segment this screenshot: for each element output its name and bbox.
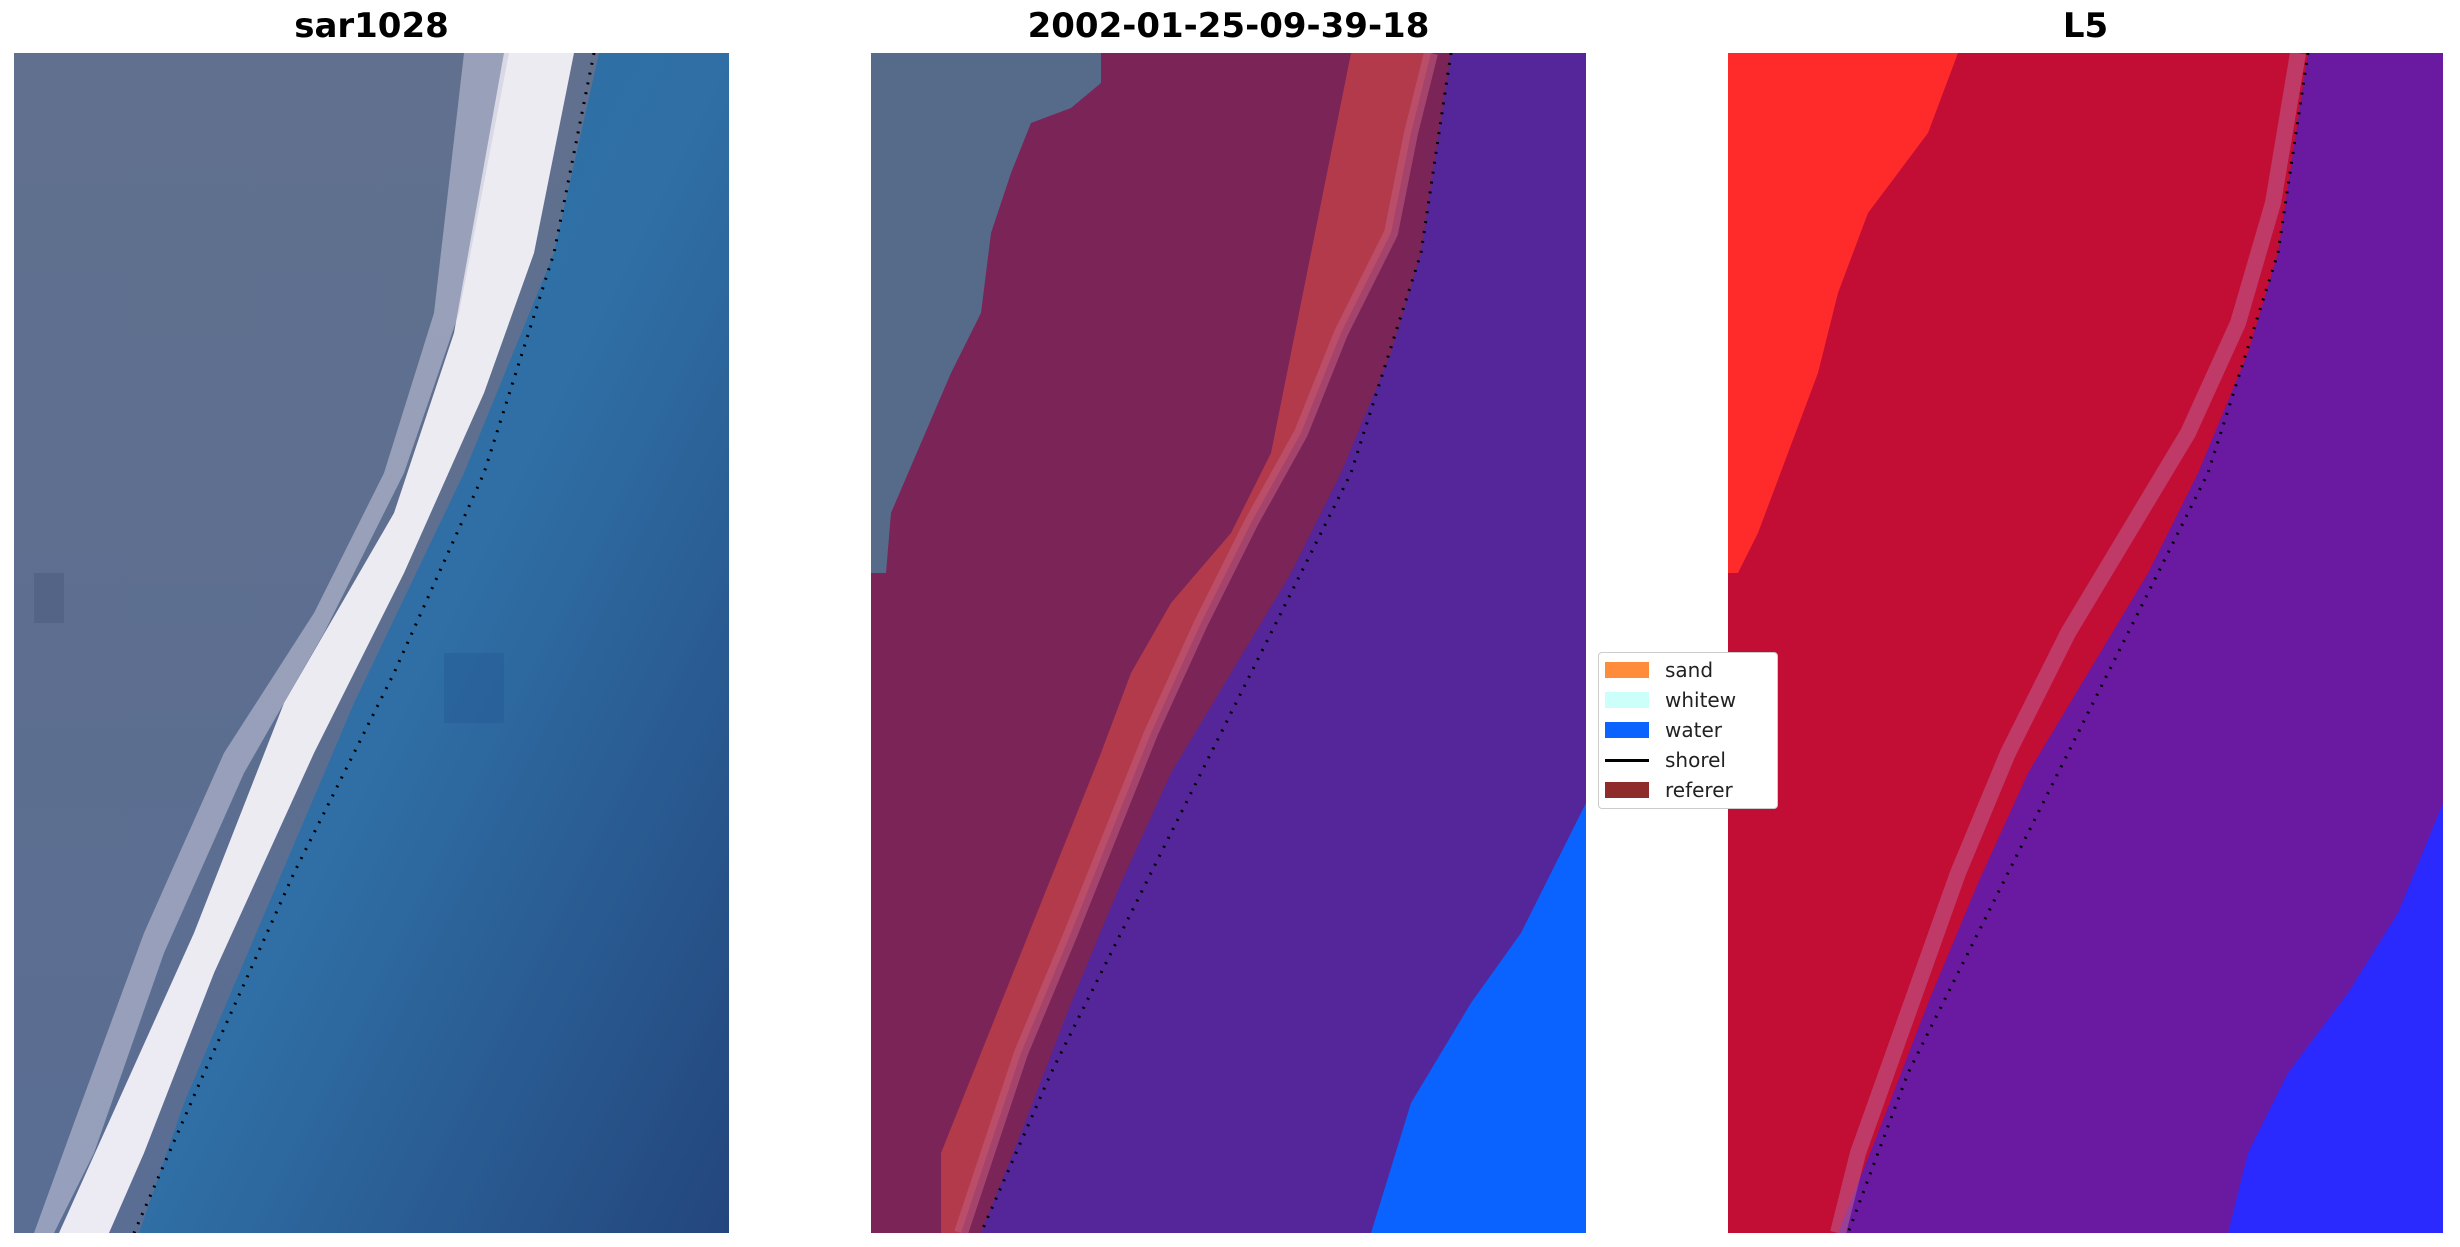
legend-label: sand [1665, 658, 1714, 682]
legend-item-sand: sand [1605, 658, 1713, 682]
reference-swatch-icon [1605, 782, 1649, 798]
legend-item-whitewater: whitew [1605, 688, 1736, 712]
shoreline-line-icon [1605, 758, 1649, 762]
legend-label: shorel [1665, 748, 1726, 772]
classified-image [871, 53, 1586, 1233]
sand-swatch-icon [1605, 662, 1649, 678]
probability-image [1728, 53, 2443, 1233]
legend-label: referer [1665, 778, 1733, 802]
rgb-image-panel [14, 53, 729, 1233]
classified-image-panel [871, 53, 1586, 1233]
rgb-image [14, 53, 729, 1233]
legend-label: whitew [1665, 688, 1737, 712]
probability-image-panel [1728, 53, 2443, 1233]
legend-item-water: water [1605, 718, 1722, 742]
water-swatch-icon [1605, 722, 1649, 738]
legend-item-reference: referer [1605, 778, 1733, 802]
panel-title-date: 2002-01-25-09-39-18 [1027, 6, 1430, 46]
legend-item-shoreline: shorel [1605, 748, 1726, 772]
legend: sand whitew water shorel referer [1598, 652, 1778, 809]
panel-title-sar: sar1028 [294, 6, 449, 46]
legend-label: water [1665, 718, 1722, 742]
panel-title-l5: L5 [2062, 6, 2109, 46]
whitewater-swatch-icon [1605, 692, 1649, 708]
